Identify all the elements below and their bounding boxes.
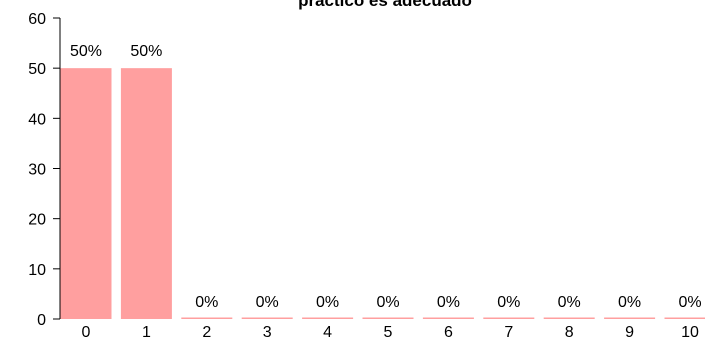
- bar: [604, 317, 656, 319]
- x-tick-label: 3: [263, 324, 272, 339]
- bar: [362, 317, 414, 319]
- x-tick-label: 10: [681, 324, 699, 339]
- x-tick-label: 8: [565, 324, 574, 339]
- y-tick-label: 40: [28, 111, 46, 128]
- bar-data-labels: 50% 50% 0% 0% 0% 0% 0% 0% 0% 0% 0%: [70, 43, 702, 311]
- y-tick-label: 10: [28, 262, 46, 279]
- x-tick-label: 1: [142, 324, 151, 339]
- x-tick-label: 7: [504, 324, 513, 339]
- y-tick-label: 0: [37, 312, 46, 329]
- bar: [181, 317, 233, 319]
- x-tick-label: 6: [444, 324, 453, 339]
- y-tick-label: 60: [28, 11, 46, 28]
- bar-data-label: 0%: [376, 294, 399, 311]
- bar-data-label: 50%: [70, 43, 102, 60]
- bar-data-label: 0%: [678, 294, 701, 311]
- x-tick-label: 0: [82, 324, 91, 339]
- bar: [241, 317, 293, 319]
- chart-title: práctico es adecuado: [298, 0, 472, 10]
- y-tick-label: 20: [28, 212, 46, 229]
- x-tick-label: 9: [625, 324, 634, 339]
- x-axis-tick-labels: 0 1 2 3 4 5 6 7 8 9 10: [82, 324, 699, 339]
- y-tick-label: 50: [28, 61, 46, 78]
- bar: [422, 317, 474, 319]
- bar: [302, 317, 354, 319]
- bar-data-label: 50%: [130, 43, 162, 60]
- bar-data-label: 0%: [558, 294, 581, 311]
- bar: [543, 317, 595, 319]
- bar-data-label: 0%: [256, 294, 279, 311]
- bar-data-label: 0%: [316, 294, 339, 311]
- x-tick-label: 4: [323, 324, 332, 339]
- bars: [60, 68, 705, 320]
- bar-data-label: 0%: [497, 294, 520, 311]
- bar-data-label: 0%: [618, 294, 641, 311]
- x-tick-label: 2: [202, 324, 211, 339]
- bar: [60, 68, 112, 320]
- x-tick-label: 5: [384, 324, 393, 339]
- bar: [664, 317, 705, 319]
- bar-data-label: 0%: [437, 294, 460, 311]
- bar: [483, 317, 535, 319]
- y-tick-label: 30: [28, 162, 46, 179]
- y-axis: 0 10 20 30 40 50 60: [28, 11, 61, 329]
- bar-data-label: 0%: [195, 294, 218, 311]
- bar: [120, 68, 172, 320]
